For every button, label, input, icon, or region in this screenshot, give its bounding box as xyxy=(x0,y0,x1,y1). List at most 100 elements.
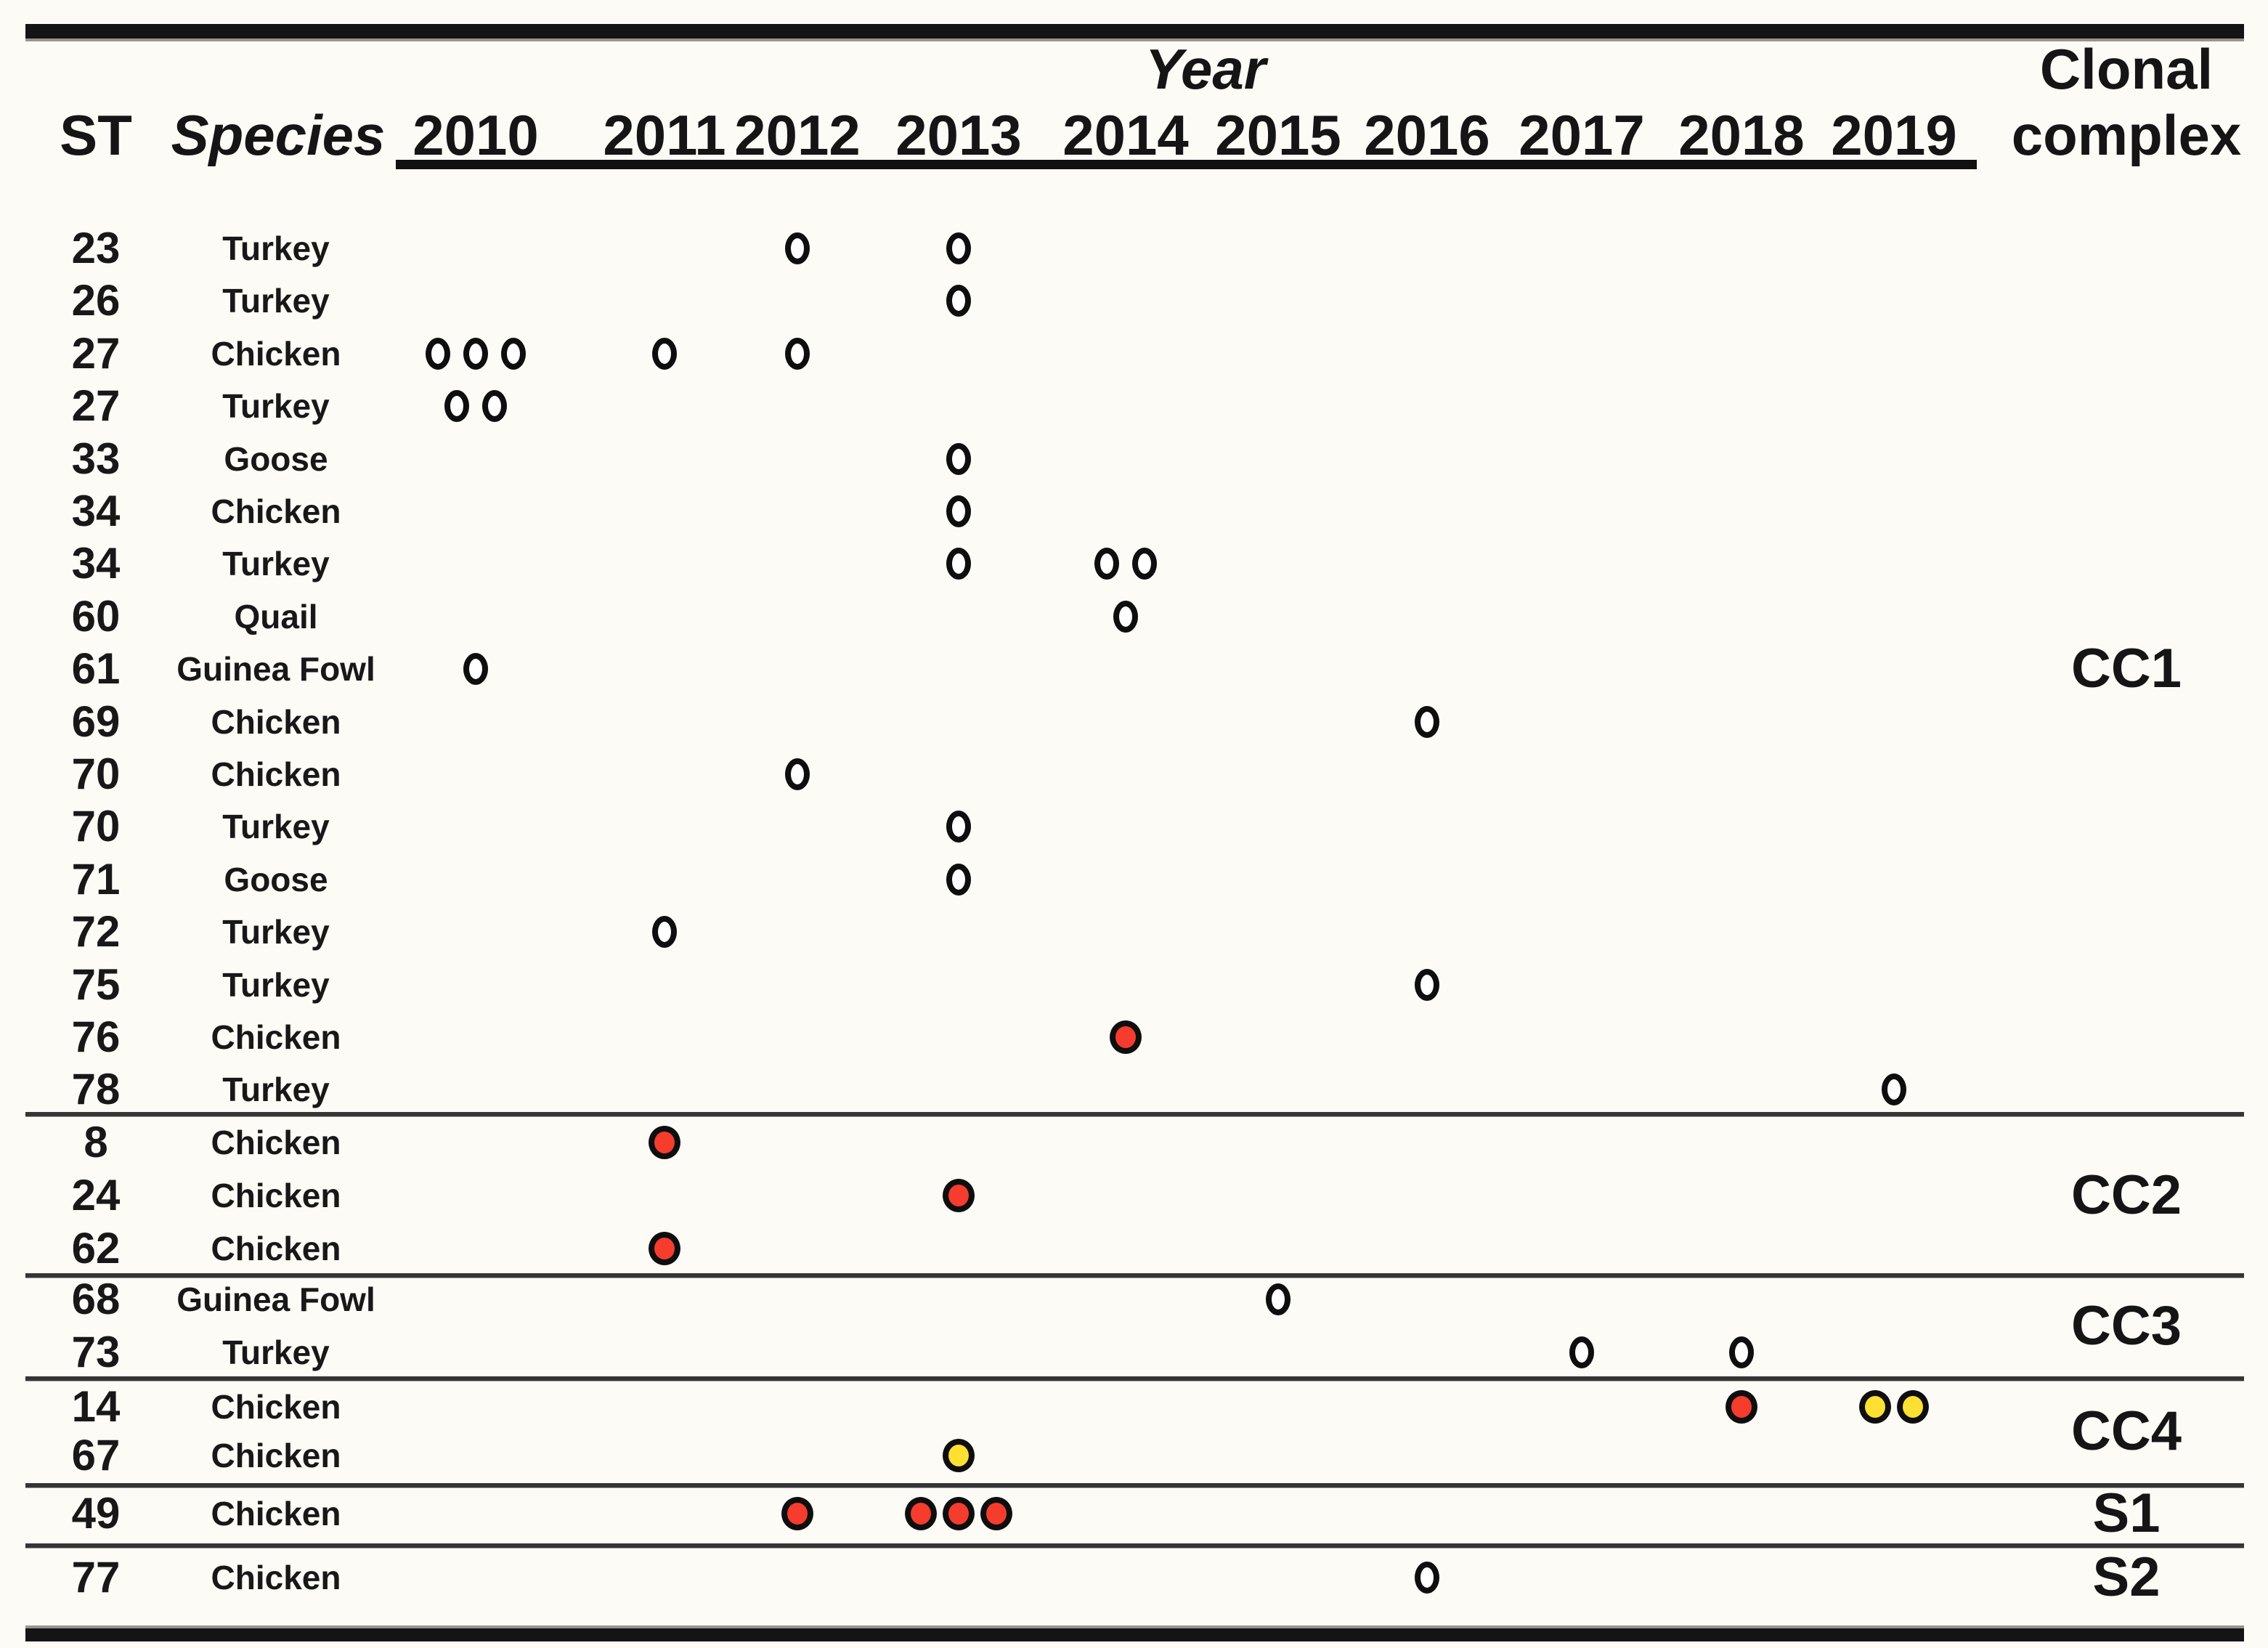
species-value: Chicken xyxy=(211,334,341,373)
isolate-dot-red xyxy=(781,1497,813,1530)
isolate-dot-white xyxy=(1415,1562,1439,1594)
isolate-dot-white xyxy=(946,863,971,896)
st-value: 68 xyxy=(71,1275,121,1323)
st-value: 77 xyxy=(71,1553,121,1602)
year-header-2018: 2018 xyxy=(1678,103,1805,167)
st-value: 33 xyxy=(71,434,121,483)
species-value: Quail xyxy=(234,597,318,636)
isolate-dot-white xyxy=(426,337,450,370)
isolate-dot-white xyxy=(652,916,677,949)
year-header-2010: 2010 xyxy=(412,103,539,167)
isolate-dot-white xyxy=(785,758,810,790)
species-value: Turkey xyxy=(222,545,330,583)
isolate-dot-white xyxy=(946,442,971,475)
isolate-dot-yellow xyxy=(1897,1390,1929,1424)
isolate-dot-red xyxy=(980,1497,1012,1530)
isolate-dot-white xyxy=(444,390,469,423)
species-value: Turkey xyxy=(222,1334,330,1371)
clonal-complex-label-CC3: CC3 xyxy=(2070,1294,2182,1357)
year-header-2012: 2012 xyxy=(734,103,861,167)
clonal-complex-label-CC1: CC1 xyxy=(2070,638,2182,700)
species-value: Turkey xyxy=(222,1071,330,1109)
isolate-dot-white xyxy=(785,232,810,264)
isolate-dot-red xyxy=(905,1497,937,1530)
species-value: Chicken xyxy=(211,1018,341,1056)
year-header-2015: 2015 xyxy=(1215,103,1341,167)
isolate-dot-white xyxy=(652,337,677,370)
isolate-dot-white xyxy=(1415,705,1439,738)
axis-label-year: Year xyxy=(1145,37,1267,101)
group-separator-line xyxy=(25,1376,2244,1381)
year-header-2019: 2019 xyxy=(1831,103,1957,167)
group-separator-line xyxy=(25,1273,2244,1278)
st-value: 49 xyxy=(71,1489,121,1538)
st-value: 76 xyxy=(71,1012,121,1061)
isolate-dot-white xyxy=(1094,548,1119,580)
isolate-dot-white xyxy=(463,653,488,686)
st-value: 69 xyxy=(71,697,121,746)
st-value: 27 xyxy=(71,328,121,378)
species-value: Chicken xyxy=(211,1124,341,1161)
species-value: Chicken xyxy=(211,755,341,793)
st-value: 24 xyxy=(71,1171,121,1219)
st-value: 71 xyxy=(71,854,121,904)
isolate-dot-white xyxy=(1882,1073,1906,1106)
isolate-dot-white xyxy=(946,232,971,264)
st-value: 78 xyxy=(71,1065,121,1114)
species-value: Turkey xyxy=(222,965,330,1004)
species-value: Goose xyxy=(224,860,328,898)
st-value: 75 xyxy=(71,959,121,1009)
isolate-dot-white xyxy=(946,495,971,527)
year-header-2016: 2016 xyxy=(1364,103,1490,167)
year-header-2011: 2011 xyxy=(603,103,726,167)
isolate-dot-red xyxy=(943,1179,975,1212)
isolate-dot-white xyxy=(1266,1283,1291,1315)
isolate-dot-red xyxy=(649,1126,680,1159)
st-value: 14 xyxy=(71,1382,121,1431)
species-value: Goose xyxy=(224,439,328,478)
st-value: 60 xyxy=(71,591,121,641)
clonal-complex-label-S1: S1 xyxy=(2092,1482,2161,1544)
isolate-dot-red xyxy=(943,1497,975,1530)
year-header-2014: 2014 xyxy=(1062,103,1189,167)
species-value: Chicken xyxy=(211,1495,341,1533)
st-value: 34 xyxy=(71,487,121,535)
isolate-dot-white xyxy=(946,285,971,317)
species-value: Guinea Fowl xyxy=(176,1280,375,1318)
species-value: Turkey xyxy=(222,230,330,267)
st-value: 72 xyxy=(71,907,121,957)
species-value: Chicken xyxy=(211,492,341,530)
isolate-dot-white xyxy=(1415,968,1439,1001)
isolate-dot-white xyxy=(946,811,971,843)
species-value: Turkey xyxy=(222,808,330,846)
clonal-complex-label-CC4: CC4 xyxy=(2070,1400,2182,1462)
group-separator-line xyxy=(25,1543,2244,1548)
species-value: Chicken xyxy=(211,1177,341,1214)
column-header-clonal: Clonal xyxy=(2039,37,2214,101)
st-value: 23 xyxy=(71,224,121,272)
column-header-st: ST xyxy=(60,103,132,167)
group-separator-line xyxy=(25,1483,2244,1488)
species-value: Chicken xyxy=(211,1230,341,1267)
st-value: 73 xyxy=(71,1328,121,1376)
st-value: 27 xyxy=(71,381,121,431)
isolate-dot-red xyxy=(649,1232,680,1265)
isolate-dot-white xyxy=(1132,548,1157,580)
top-border-bar xyxy=(25,24,2244,41)
isolate-dot-yellow xyxy=(1859,1390,1891,1424)
isolate-dot-red xyxy=(1726,1390,1757,1424)
isolate-dot-white xyxy=(482,390,507,423)
isolate-dot-yellow xyxy=(943,1439,975,1472)
year-header-2017: 2017 xyxy=(1519,103,1645,167)
isolate-dot-white xyxy=(463,337,488,370)
species-value: Turkey xyxy=(222,387,330,426)
species-value: Chicken xyxy=(211,1559,341,1596)
isolate-dot-white xyxy=(785,337,810,370)
species-value: Chicken xyxy=(211,1388,341,1426)
species-value: Guinea Fowl xyxy=(176,650,375,689)
isolate-dot-white xyxy=(1113,600,1138,633)
column-header-complex: complex xyxy=(2011,103,2242,167)
st-value: 61 xyxy=(71,644,121,694)
column-header-species: Species xyxy=(171,103,386,167)
